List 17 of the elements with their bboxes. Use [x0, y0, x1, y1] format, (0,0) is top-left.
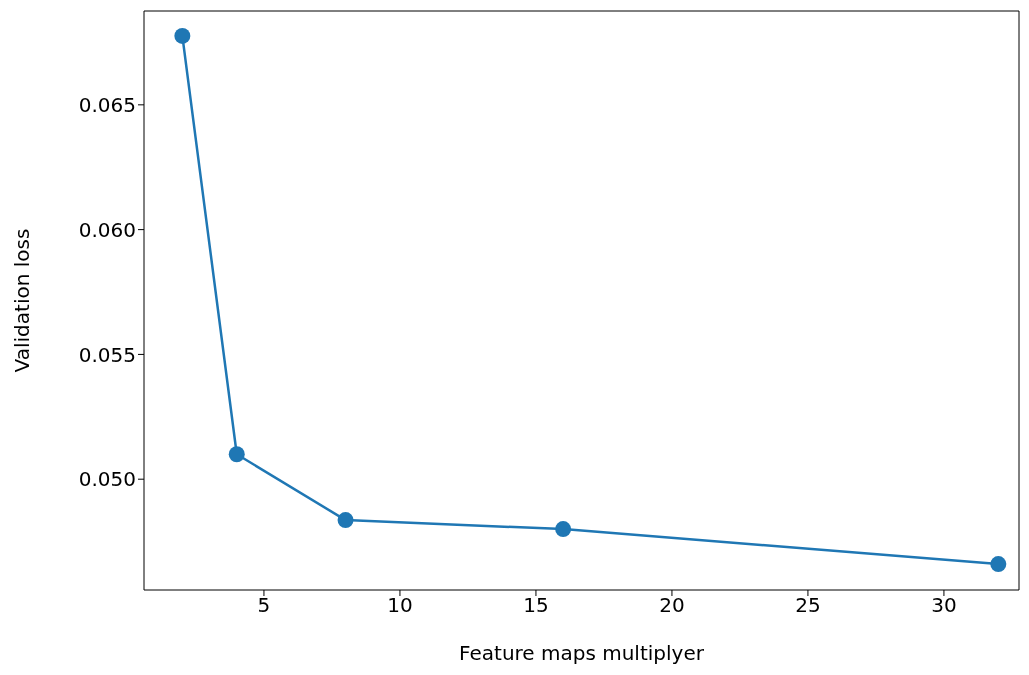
point	[337, 512, 354, 529]
point	[174, 27, 191, 44]
point	[990, 556, 1007, 573]
x-tick-label: 10	[387, 593, 413, 618]
y-axis-title: Validation loss	[10, 228, 35, 373]
point	[555, 521, 572, 538]
y-tick-label: 0.050	[78, 467, 136, 492]
x-tick-label: 5	[257, 593, 271, 618]
point	[228, 446, 245, 463]
x-tick-label: 15	[523, 593, 549, 618]
y-tick-label: 0.055	[78, 342, 136, 367]
x-axis-title: Feature maps multiplyer	[459, 641, 705, 665]
x-tick-label: 30	[931, 593, 957, 618]
x-tick-label: 20	[659, 593, 685, 618]
x-tick-label: 25	[795, 593, 821, 618]
y-tick-label: 0.060	[78, 217, 136, 242]
y-tick-label: 0.065	[78, 92, 136, 117]
